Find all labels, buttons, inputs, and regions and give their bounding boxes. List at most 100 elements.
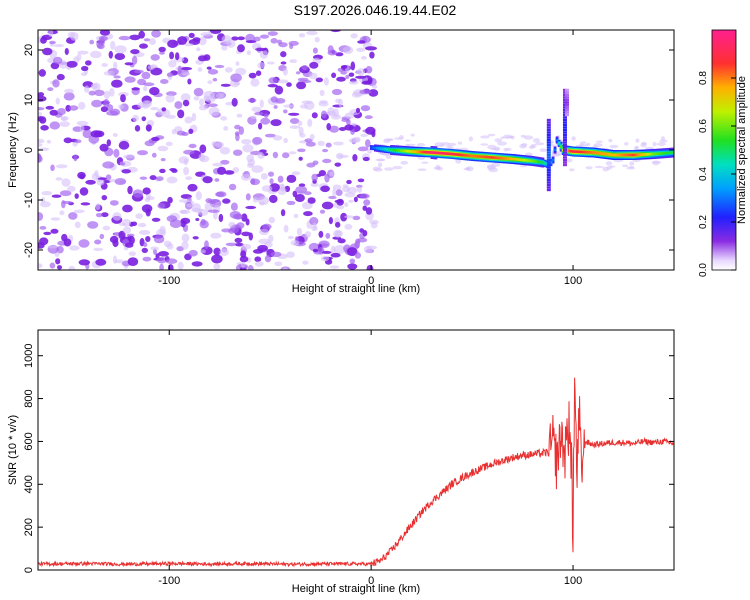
noise-blob bbox=[185, 176, 193, 181]
ridge-halo-blob bbox=[523, 135, 534, 140]
ridge-halo-blob bbox=[497, 141, 507, 146]
noise-blob bbox=[80, 72, 87, 76]
disturbance-cell bbox=[546, 176, 551, 179]
ridge-halo-blob bbox=[394, 137, 404, 140]
snr-plot-area bbox=[38, 377, 674, 568]
disturbance-cell bbox=[564, 96, 569, 99]
disturbance-cell bbox=[562, 138, 567, 142]
noise-blob bbox=[309, 61, 319, 69]
noise-blob bbox=[274, 85, 284, 95]
noise-blob bbox=[331, 88, 343, 96]
ridge-cell bbox=[438, 151, 442, 155]
noise-blob bbox=[211, 141, 217, 147]
ridge-cell bbox=[600, 152, 603, 155]
noise-blob bbox=[214, 178, 220, 182]
noise-blob bbox=[238, 126, 244, 135]
noise-blob bbox=[255, 70, 262, 76]
spectrogram-y-label: Frequency (Hz) bbox=[7, 112, 19, 188]
noise-blob bbox=[219, 248, 229, 256]
disturbance-cell bbox=[546, 183, 551, 187]
noise-blob bbox=[217, 166, 226, 175]
noise-blob bbox=[210, 232, 222, 239]
noise-blob bbox=[241, 231, 251, 237]
ridge-halo-blob bbox=[493, 146, 501, 152]
noise-blob bbox=[211, 254, 223, 264]
disturbance-cell bbox=[562, 128, 567, 132]
noise-blob bbox=[280, 61, 287, 65]
spectrogram-plot-area bbox=[38, 30, 674, 270]
ridge-cell bbox=[472, 154, 476, 158]
noise-blob bbox=[199, 144, 207, 154]
disturbance-cell bbox=[562, 111, 567, 114]
noise-blob bbox=[220, 83, 231, 87]
noise-blob bbox=[135, 213, 143, 220]
noise-blob bbox=[187, 183, 198, 192]
noise-blob bbox=[55, 164, 68, 169]
noise-blob bbox=[352, 215, 361, 221]
disturbance-cell bbox=[546, 188, 551, 192]
disturbance-cell bbox=[562, 146, 567, 149]
noise-blob bbox=[156, 256, 167, 264]
ridge-cell bbox=[662, 151, 666, 155]
noise-blob bbox=[193, 87, 204, 97]
ridge-cell bbox=[462, 153, 466, 157]
noise-blob bbox=[109, 200, 119, 206]
noise-blob bbox=[137, 150, 148, 156]
noise-blob bbox=[250, 115, 257, 120]
noise-blob bbox=[138, 30, 145, 39]
noise-blob bbox=[296, 71, 301, 75]
noise-blob bbox=[331, 114, 341, 120]
noise-blob bbox=[200, 32, 212, 37]
noise-blob bbox=[63, 92, 75, 101]
ridge-cell bbox=[378, 147, 381, 150]
noise-blob bbox=[301, 64, 308, 71]
ridge-halo-blob bbox=[440, 142, 450, 146]
noise-blob bbox=[151, 30, 161, 38]
noise-blob bbox=[90, 130, 102, 138]
disturbance-cell bbox=[562, 156, 567, 159]
noise-blob bbox=[310, 182, 319, 187]
noise-blob bbox=[108, 50, 114, 59]
noise-blob bbox=[109, 88, 115, 97]
noise-blob bbox=[269, 194, 278, 204]
disturbance-cell bbox=[562, 158, 567, 162]
noise-blob bbox=[224, 67, 233, 73]
noise-blob bbox=[255, 47, 267, 52]
noise-blob bbox=[245, 40, 257, 44]
ridge-cell bbox=[602, 152, 605, 156]
noise-blob bbox=[124, 62, 134, 66]
noise-blob bbox=[319, 209, 326, 214]
noise-blob bbox=[357, 40, 366, 44]
ridge-cell bbox=[408, 150, 412, 153]
ridge-cell bbox=[638, 153, 642, 156]
noise-blob bbox=[245, 218, 250, 226]
noise-blob bbox=[278, 42, 288, 48]
noise-blob bbox=[73, 154, 78, 162]
colorbar-label: Normalized spectral amplitude bbox=[736, 76, 748, 224]
noise-blob bbox=[370, 221, 378, 229]
noise-blob bbox=[230, 202, 238, 211]
ridge-cell bbox=[426, 151, 430, 154]
ridge-cell bbox=[533, 160, 537, 163]
noise-blob bbox=[321, 110, 327, 119]
noise-blob bbox=[63, 137, 73, 144]
noise-blob bbox=[150, 54, 160, 61]
noise-blob bbox=[61, 178, 71, 187]
noise-blob bbox=[96, 179, 105, 186]
ridge-cell bbox=[672, 151, 674, 154]
noise-blob bbox=[293, 213, 299, 219]
noise-blob bbox=[59, 190, 72, 197]
ridge-halo-blob bbox=[384, 167, 394, 171]
noise-blob bbox=[62, 200, 73, 205]
noise-blob bbox=[94, 239, 102, 245]
noise-blob bbox=[143, 85, 148, 92]
noise-blob bbox=[118, 230, 126, 240]
y-tick-label: 800 bbox=[23, 389, 35, 407]
ridge-halo-blob bbox=[657, 142, 666, 147]
ridge-halo-blob bbox=[445, 145, 453, 148]
noise-blob bbox=[369, 51, 375, 59]
ridge-cell bbox=[450, 152, 454, 156]
noise-blob bbox=[139, 176, 148, 180]
ridge-halo-blob bbox=[624, 142, 629, 146]
noise-blob bbox=[221, 35, 232, 45]
